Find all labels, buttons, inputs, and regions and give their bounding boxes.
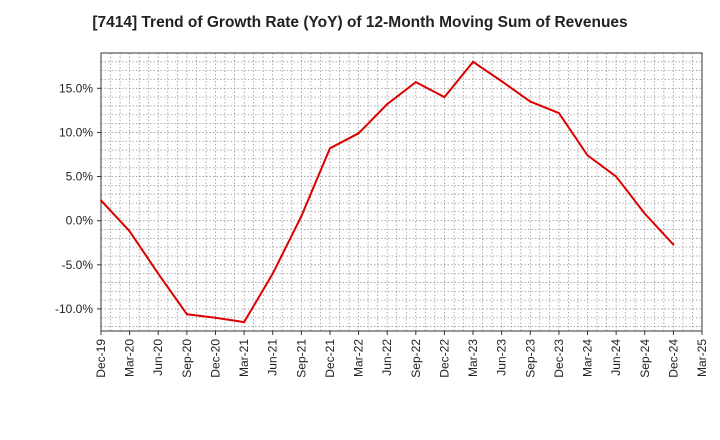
plot-area [101, 53, 702, 331]
data-point [586, 154, 589, 157]
x-tick-label: Sep-23 [523, 339, 537, 378]
data-point [300, 215, 303, 218]
x-tick-label: Sep-22 [409, 339, 423, 378]
x-tick-label: Jun-23 [495, 339, 509, 376]
x-tick-label: Mar-21 [237, 339, 251, 377]
data-point [414, 81, 417, 84]
x-tick-label: Dec-20 [208, 339, 222, 378]
plot-frame [100, 52, 703, 332]
data-point [386, 103, 389, 106]
data-point [185, 313, 188, 316]
x-tick-label: Dec-22 [437, 339, 451, 378]
data-point [472, 60, 475, 63]
y-tick-label: 10.0% [59, 125, 93, 139]
data-point [672, 243, 675, 246]
y-tick-label: -10.0% [55, 302, 93, 316]
data-point [615, 175, 618, 178]
data-point [557, 112, 560, 115]
x-tick-label: Dec-19 [94, 339, 108, 378]
x-tick-label: Sep-21 [294, 339, 308, 378]
x-tick-label: Mar-20 [123, 339, 137, 377]
x-tick-label: Dec-24 [666, 339, 680, 378]
data-point [443, 96, 446, 99]
data-point [643, 212, 646, 215]
data-point [100, 199, 102, 202]
data-point [157, 272, 160, 275]
x-tick-label: Dec-21 [323, 339, 337, 378]
y-tick-label: 5.0% [66, 170, 94, 184]
data-point [128, 230, 131, 233]
x-tick-label: Jun-24 [609, 339, 623, 376]
y-tick-label: 15.0% [59, 81, 93, 95]
data-point [529, 100, 532, 103]
data-point [328, 147, 331, 150]
chart-title: [7414] Trend of Growth Rate (YoY) of 12-… [92, 14, 628, 31]
x-tick-label: Mar-22 [352, 339, 366, 377]
x-tick-label: Dec-23 [552, 339, 566, 378]
x-tick-label: Mar-25 [695, 339, 709, 377]
x-tick-label: Mar-24 [581, 339, 595, 377]
y-tick-label: -5.0% [62, 258, 94, 272]
data-point [243, 321, 246, 324]
x-tick-label: Jun-21 [266, 339, 280, 376]
x-tick-label: Sep-24 [638, 339, 652, 378]
data-point [500, 80, 503, 83]
x-tick-label: Jun-22 [380, 339, 394, 376]
data-point [214, 316, 217, 319]
data-point [357, 132, 360, 135]
data-point [271, 272, 274, 275]
x-tick-label: Sep-20 [180, 339, 194, 378]
x-tick-label: Jun-20 [151, 339, 165, 376]
x-tick-label: Mar-23 [466, 339, 480, 377]
y-tick-label: 0.0% [66, 214, 94, 228]
